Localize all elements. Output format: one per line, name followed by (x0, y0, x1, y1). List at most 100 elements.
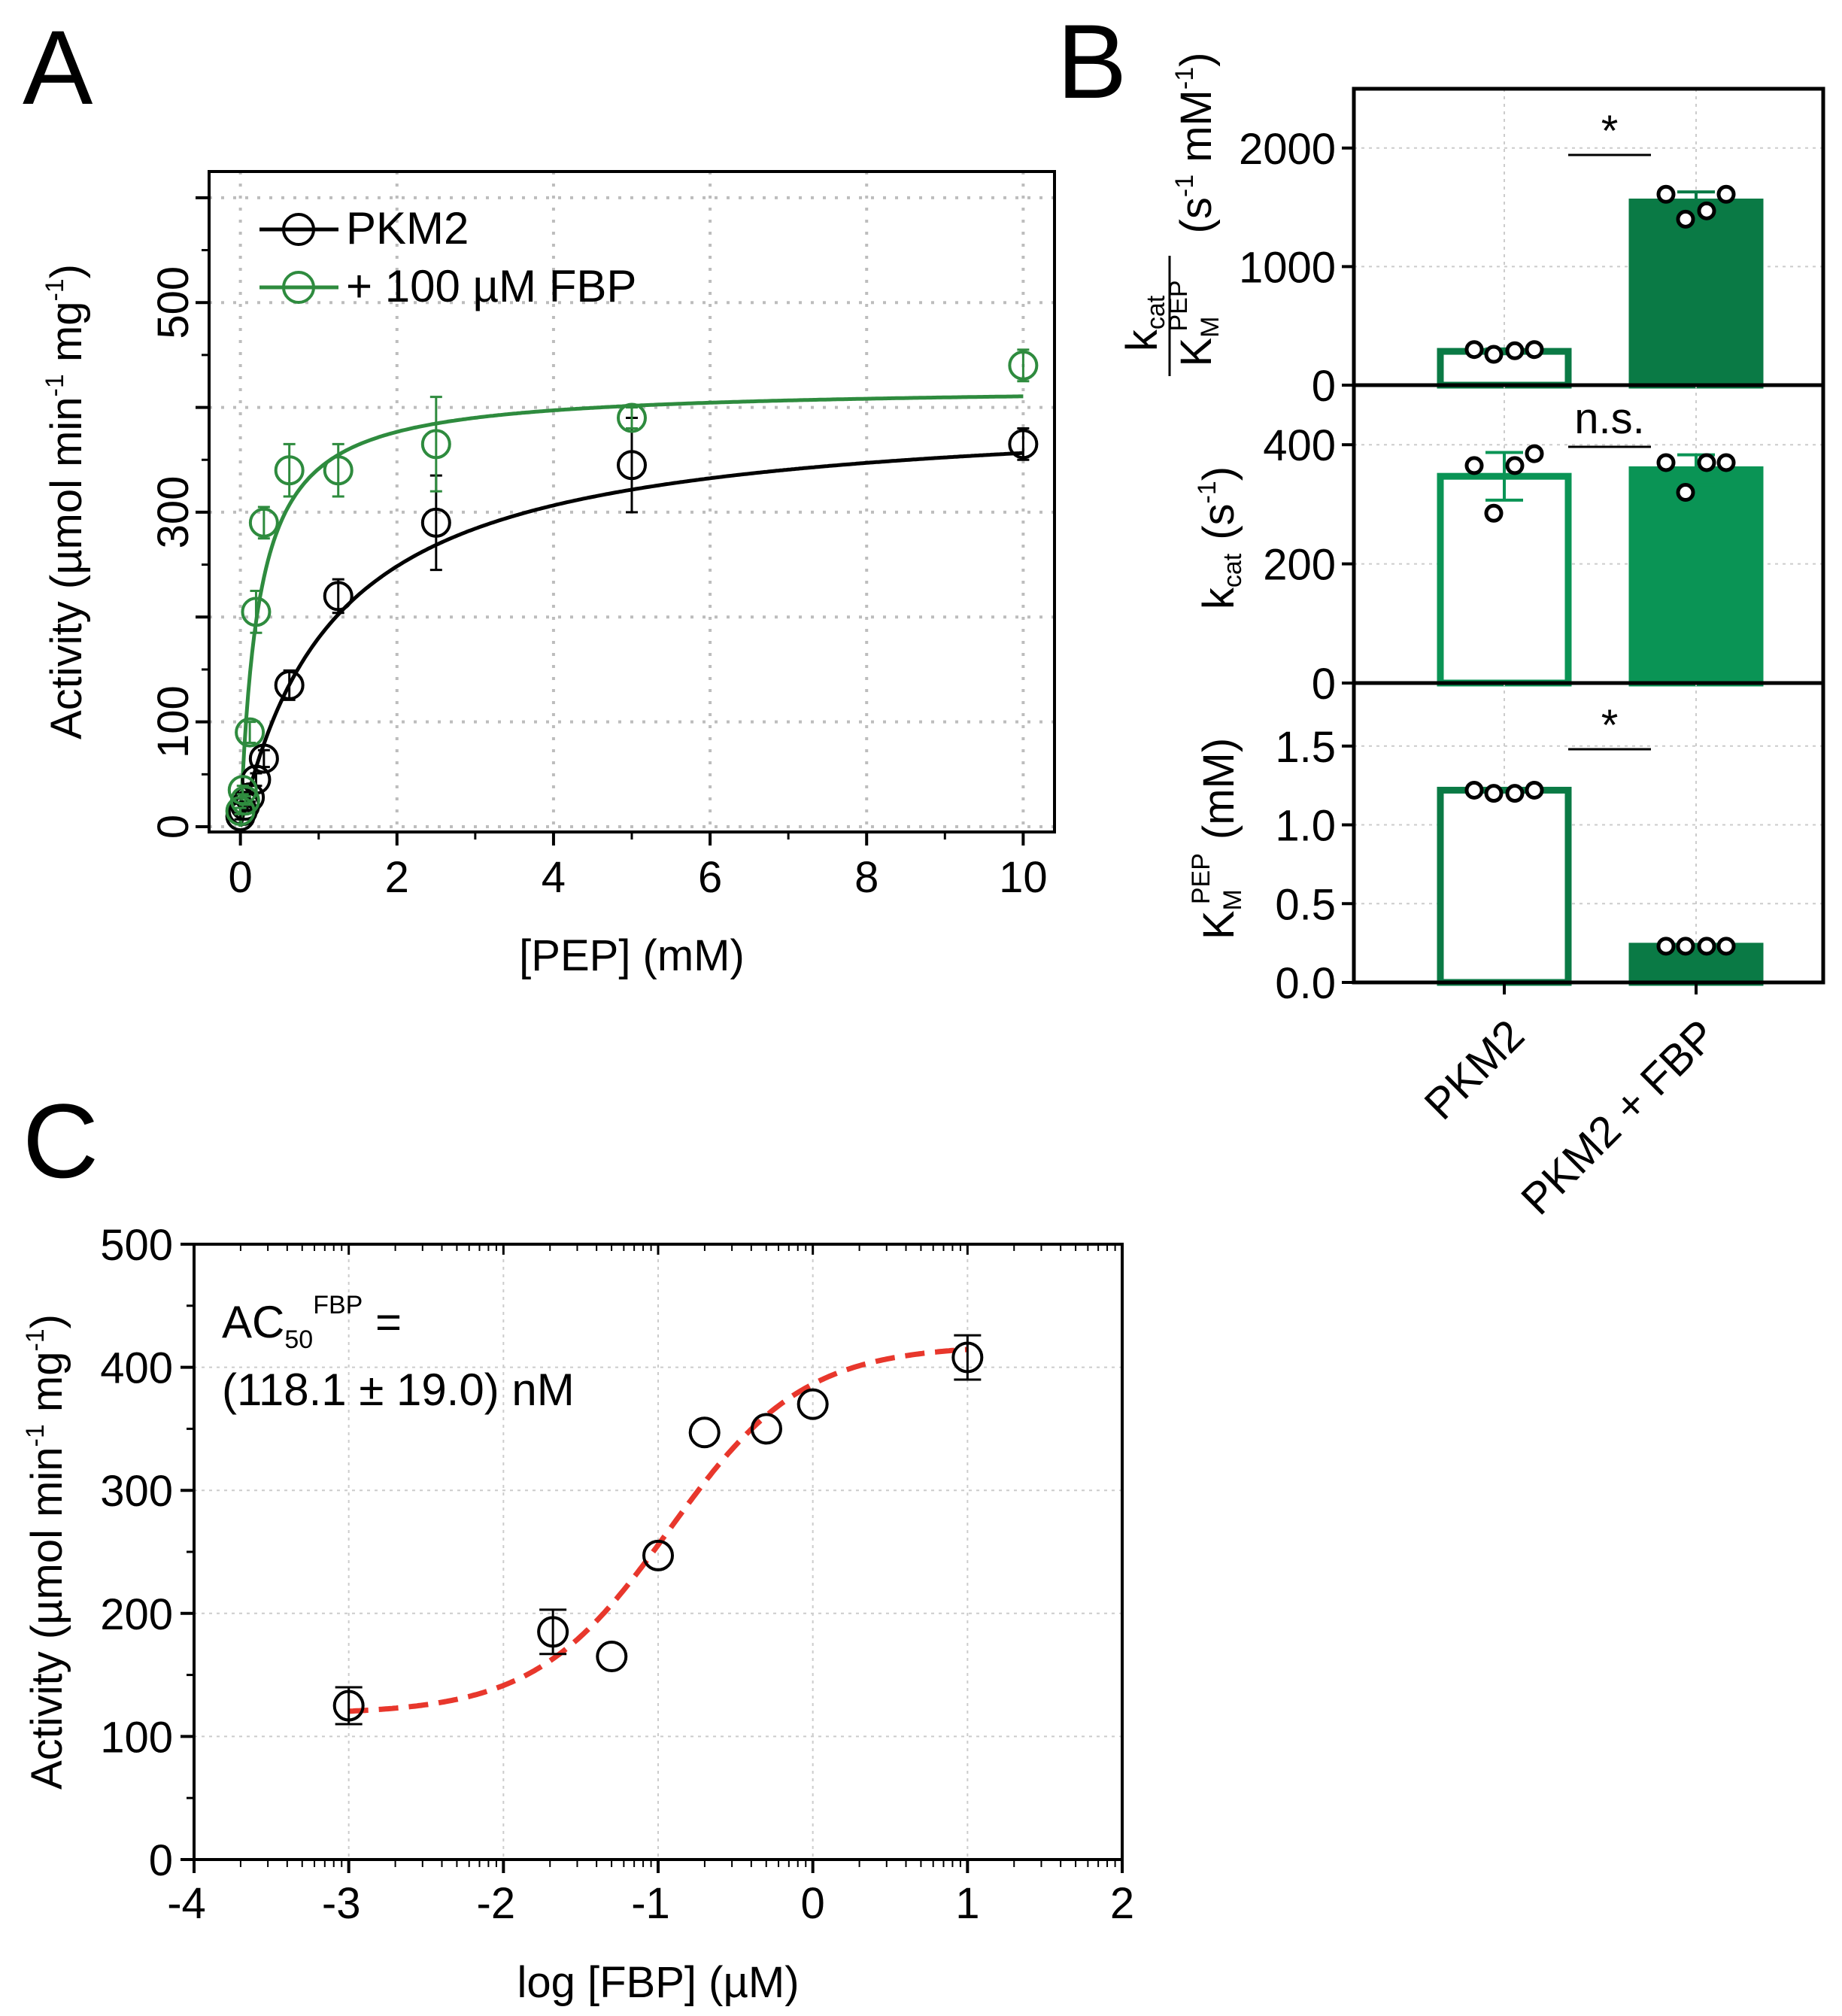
data-point-fbp (227, 775, 258, 806)
data-point (688, 1416, 721, 1449)
panel-a-legend: PKM2 + 100 µM FBP (259, 203, 636, 311)
significance-label: * (1601, 107, 1619, 156)
panel-b-top-y-label: kcat KMPEP (s-1 mM-1) (1118, 53, 1224, 376)
panel-a-y-axis-label: Activity (µmol min-1 mg-1) (41, 264, 91, 739)
x-tick-label: 1 (955, 1879, 979, 1928)
replicate-point (1716, 184, 1736, 204)
replicate-point (1525, 340, 1544, 360)
panel-label-b: B (1057, 2, 1127, 120)
x-tick-label: -2 (477, 1879, 516, 1928)
y-tick-label: 0.5 (1275, 880, 1336, 929)
bar-pkm2 (1437, 472, 1572, 687)
y-tick-label: 0 (1312, 362, 1336, 411)
data-point-fbp (274, 455, 305, 486)
panel-c-x-axis-label: log [FBP] (µM) (517, 1958, 799, 2007)
replicate-point (1505, 784, 1525, 803)
y-tick-label: 1000 (1239, 243, 1336, 292)
svg-text:KMPEP: KMPEP (1164, 280, 1224, 366)
panel-c-y-axis-label: Activity (µmol min-1 mg-1) (21, 1314, 71, 1790)
bar-pkm2-fbp (1628, 943, 1764, 986)
subplot-kcat_over_km: * 0 1000 2000 (1239, 87, 1825, 411)
panel-a-x-axis-label: [PEP] (mM) (519, 931, 745, 980)
category-label-pkm2: PKM2 (1416, 1010, 1534, 1129)
x-tick-label: 4 (542, 853, 566, 902)
replicate-point (1484, 345, 1504, 364)
replicate-point (1697, 201, 1716, 220)
data-point-fbp (617, 402, 647, 433)
x-tick-label: 6 (698, 853, 722, 902)
category-label-pkm2-fbp: PKM2 + FBP (1512, 1010, 1725, 1224)
x-tick-label: 2 (1110, 1879, 1134, 1928)
panel-c-chart: -4 -3 -2 -1 0 1 2 0 100 200 300 400 500 AC50FBP = (1… (21, 1221, 1134, 2007)
x-tick-label: 10 (999, 853, 1048, 902)
svg-text:KMPEP(mM): KMPEP(mM) (1187, 738, 1247, 940)
replicate-point (1656, 453, 1676, 472)
data-point-pkm2 (420, 507, 451, 538)
replicate-point (1716, 453, 1736, 472)
replicate-point (1676, 483, 1695, 502)
data-point-pkm2 (274, 669, 305, 700)
legend-fbp-label: + 100 µM FBP (346, 261, 636, 311)
data-point (332, 1690, 365, 1722)
svg-text:AC50FBP =: AC50FBP = (222, 1291, 402, 1354)
bar-pkm2-fbp (1628, 199, 1764, 389)
panel-b-chart: * 0 1000 2000 n.s. 0 200 400 * 0.0 0.5 1.0 1.5 kcat … (1118, 53, 1825, 1224)
data-point-fbp (323, 455, 354, 486)
replicate-point (1464, 456, 1484, 475)
replicate-point (1716, 937, 1736, 956)
y-tick-label: 300 (149, 476, 198, 549)
panel-c-fit-line (348, 1347, 968, 1714)
replicate-point (1656, 937, 1676, 956)
replicate-point (1505, 456, 1525, 475)
data-point (642, 1539, 674, 1571)
replicate-point (1525, 444, 1544, 463)
y-tick-label: 0 (149, 1836, 173, 1885)
replicate-point (1656, 184, 1676, 204)
y-tick-label: 400 (1263, 421, 1336, 470)
y-tick-label: 500 (149, 266, 198, 339)
data-point-pkm2 (1008, 429, 1039, 460)
data-point-fbp (235, 717, 266, 748)
subplot-km: * 0.0 0.5 1.0 1.5 (1275, 681, 1825, 1008)
bar-pkm2 (1437, 348, 1572, 389)
panel-b-bars: * 0 1000 2000 n.s. 0 200 400 * 0.0 0.5 1.0 1.5 (1239, 87, 1825, 1008)
replicate-point (1676, 209, 1695, 229)
replicate-point (1697, 937, 1716, 956)
replicate-point (1484, 503, 1504, 523)
data-point-fbp (420, 429, 451, 460)
x-tick-label: 0 (801, 1879, 825, 1928)
panel-label-c: C (23, 1082, 99, 1200)
data-point-pkm2 (248, 743, 279, 774)
panel-c-grid (193, 1243, 1123, 1860)
replicate-point (1464, 780, 1484, 800)
replicate-point (1697, 453, 1716, 472)
data-point (537, 1616, 569, 1648)
legend-pkm2-marker (282, 213, 315, 246)
data-point-fbp (241, 597, 272, 627)
panel-label-a: A (23, 8, 93, 126)
data-point (750, 1413, 782, 1445)
panel-c-ticks: -4 -3 -2 -1 0 1 2 0 100 200 300 400 500 (100, 1221, 1134, 1928)
legend-fbp-marker (282, 271, 315, 304)
replicate-point (1505, 341, 1525, 360)
x-tick-label: -4 (167, 1879, 206, 1928)
y-tick-label: 400 (100, 1344, 173, 1393)
panel-b-bottom-y-label: KMPEP(mM) (1187, 738, 1247, 940)
y-tick-label: 2000 (1239, 125, 1336, 174)
y-tick-label: 500 (100, 1221, 173, 1270)
bar-pkm2 (1437, 786, 1572, 986)
data-point-fbp (229, 785, 260, 816)
ac50-annotation: AC50FBP = (118.1 ± 19.0) nM (222, 1291, 575, 1415)
subplot-frame (1352, 681, 1825, 985)
y-tick-label: 1.0 (1275, 802, 1336, 851)
fit-line-ac50 (348, 1347, 968, 1714)
x-tick-label: 0 (228, 853, 252, 902)
panel-c-data-points (332, 1334, 984, 1726)
svg-text:kcat(s-1): kcat(s-1) (1193, 466, 1247, 609)
y-tick-label: 0 (1312, 660, 1336, 709)
significance-label: * (1601, 701, 1619, 750)
data-point-fbp (1008, 350, 1039, 381)
